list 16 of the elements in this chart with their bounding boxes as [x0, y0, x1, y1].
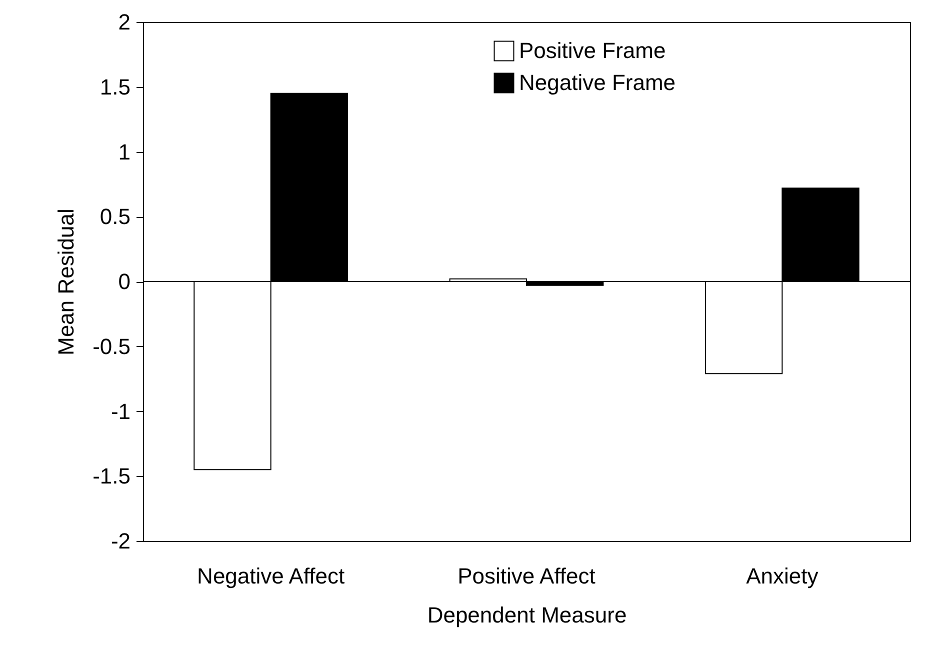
y-tick-label: 0.5 [100, 204, 130, 230]
y-tick-label: -1 [110, 398, 130, 424]
y-tick-label: 1.5 [100, 74, 130, 100]
x-axis-title: Dependent Measure [427, 602, 627, 628]
y-tick-label: -1.5 [92, 464, 130, 489]
y-axis-title: Mean Residual [54, 208, 79, 356]
x-tick-label: Negative Affect [197, 564, 345, 588]
y-tick-label: 2 [118, 10, 130, 34]
y-tick-label: 0 [118, 269, 130, 294]
x-tick-label: Anxiety [746, 564, 818, 588]
x-tick-label: Positive Affect [458, 564, 596, 588]
legend-label: Positive Frame [519, 38, 666, 63]
y-tick-label: 1 [118, 139, 130, 164]
legend-label: Negative Frame [519, 70, 676, 95]
y-tick-label: -2 [110, 528, 130, 554]
y-tick-label: -0.5 [92, 334, 130, 359]
